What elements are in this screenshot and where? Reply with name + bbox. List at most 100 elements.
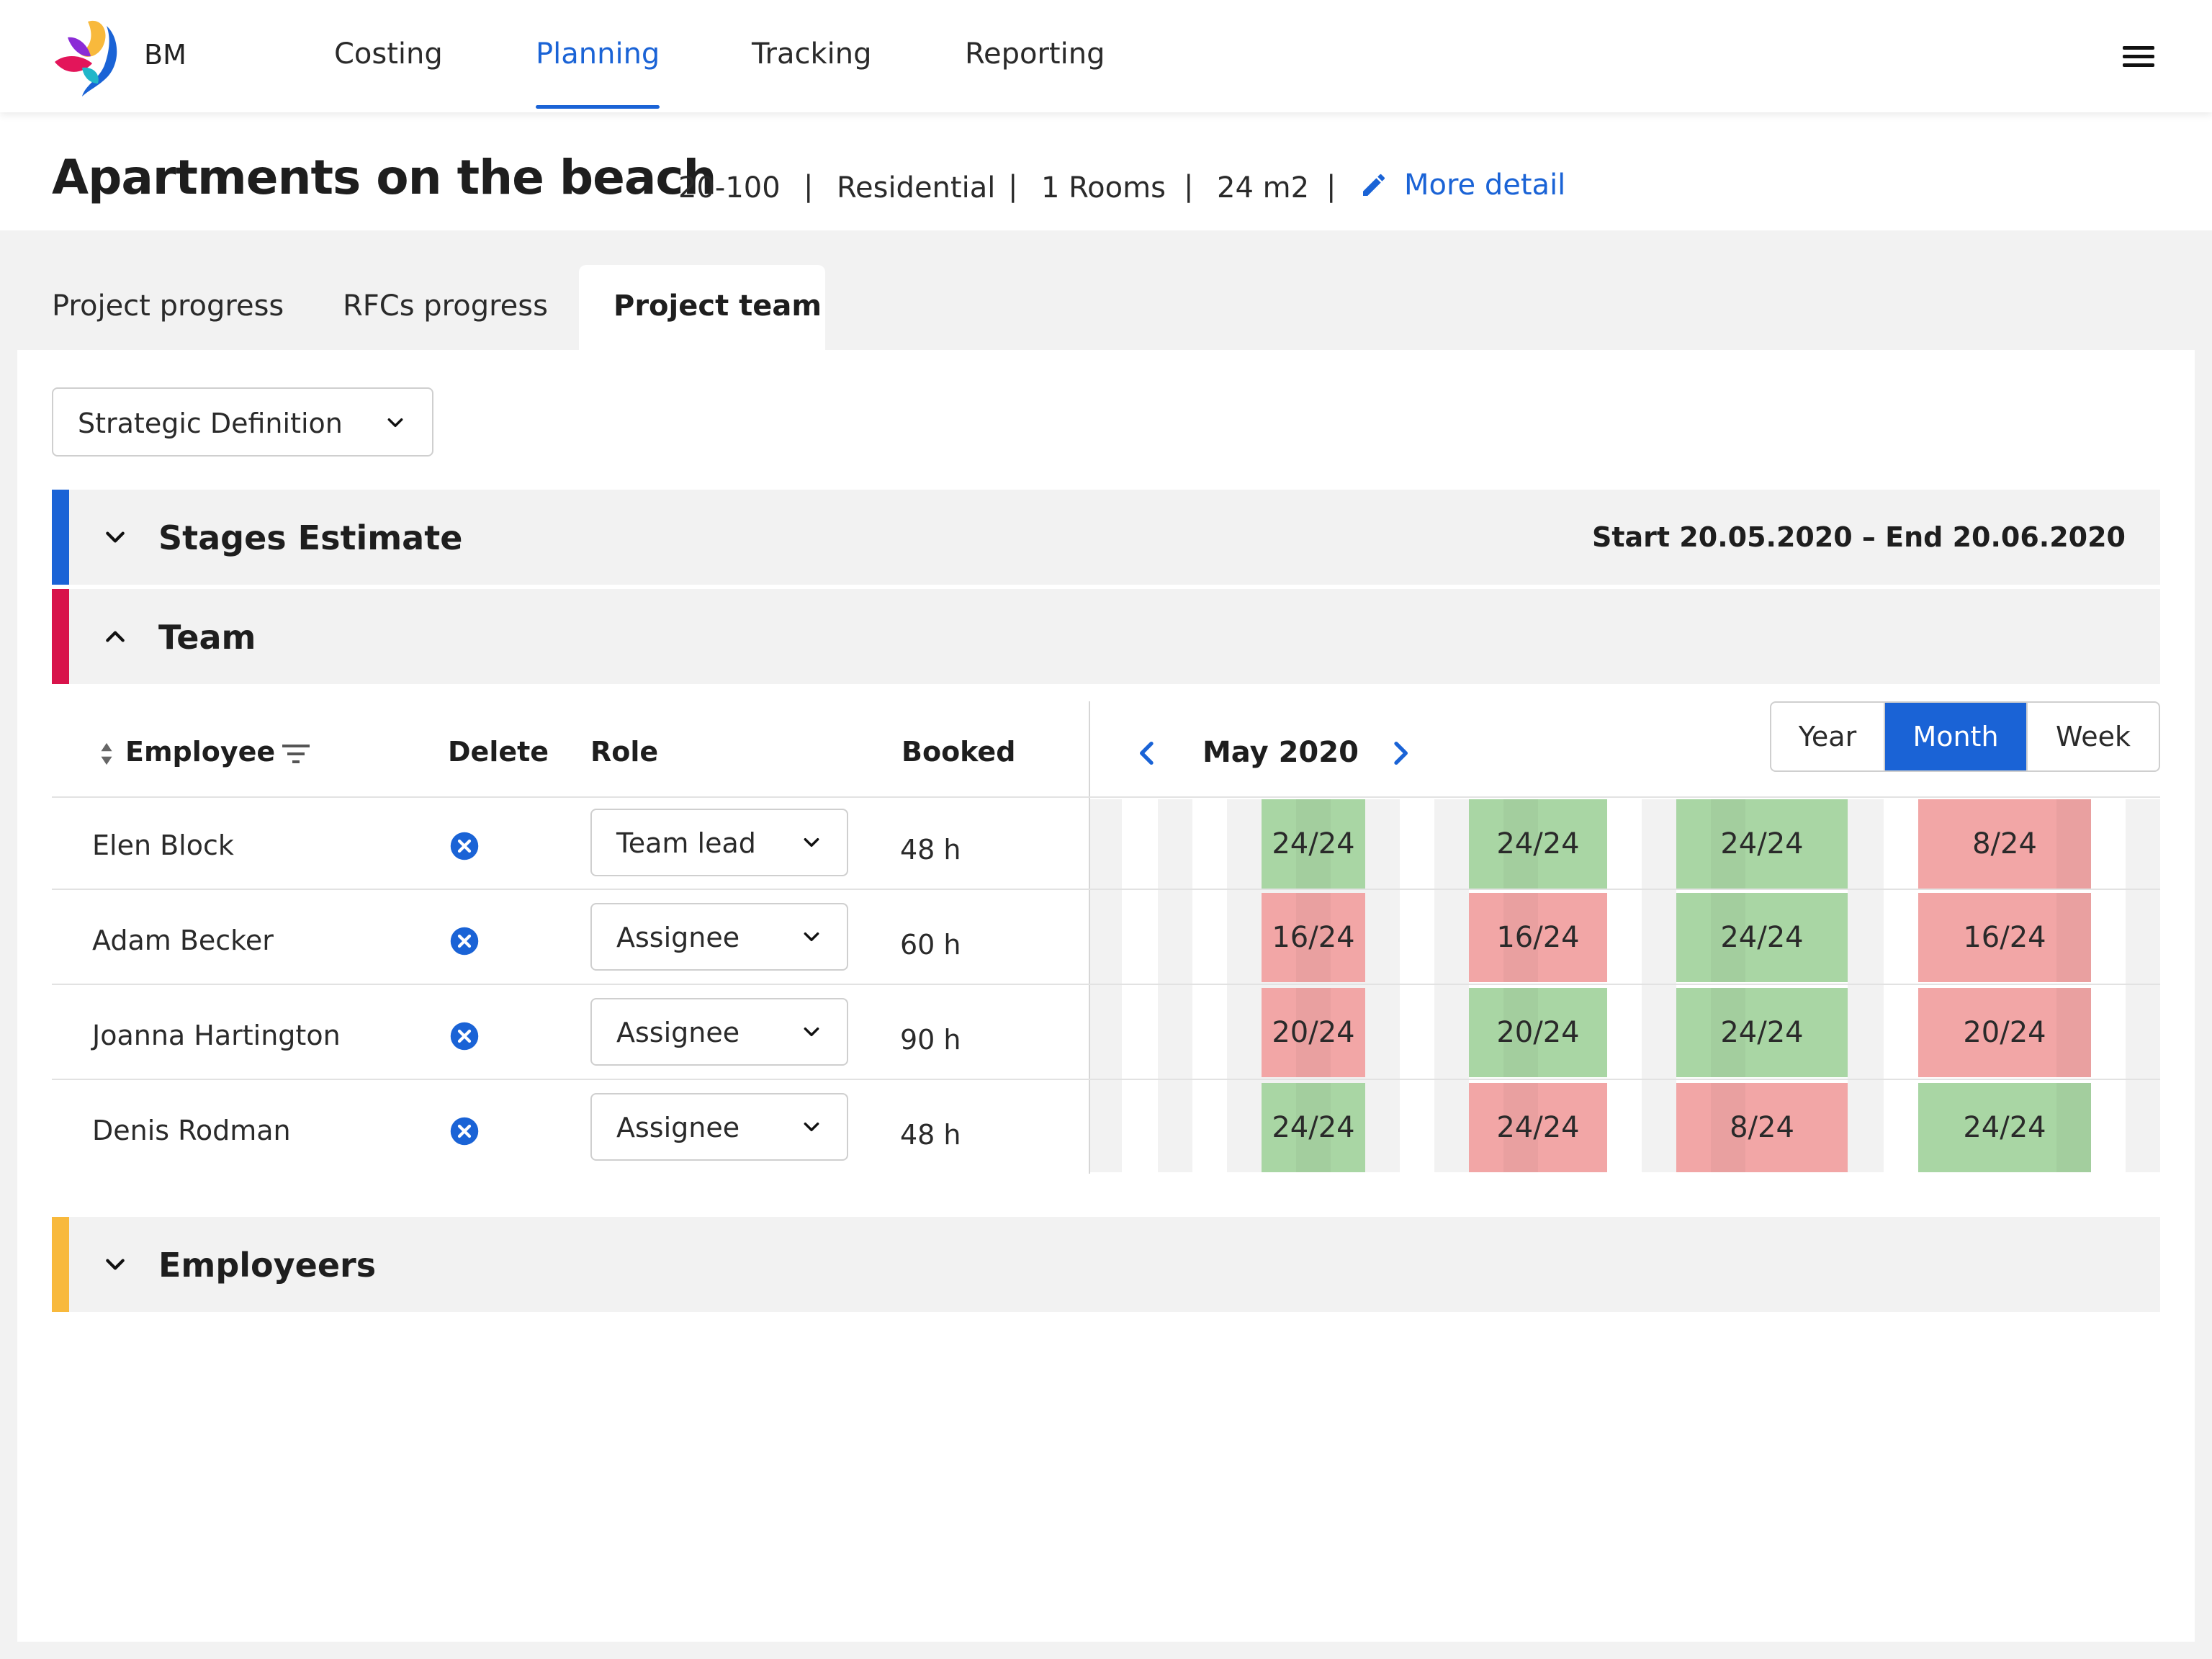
- filter-icon[interactable]: [282, 743, 310, 765]
- allocation-cell[interactable]: 24/24: [1676, 988, 1848, 1077]
- allocation-value: 20/24: [1272, 1016, 1355, 1049]
- allocation-cell[interactable]: 16/24: [1469, 893, 1607, 982]
- allocation-value: 20/24: [1963, 1016, 2046, 1049]
- delete-icon[interactable]: [449, 1021, 480, 1051]
- allocation-cell[interactable]: 8/24: [1918, 799, 2091, 889]
- header-employee[interactable]: Employee: [125, 736, 276, 768]
- chevron-down-icon[interactable]: [104, 1253, 127, 1276]
- calendar-month: May 2020: [1202, 736, 1359, 769]
- view-year-button[interactable]: Year: [1798, 721, 1857, 752]
- row-divider: [52, 796, 2160, 798]
- header-role: Role: [590, 736, 659, 768]
- pencil-icon: [1363, 174, 1385, 196]
- hamburger-menu-icon[interactable]: [2123, 46, 2154, 68]
- nav-active-indicator: [536, 105, 660, 109]
- calendar-day-stripe: [1434, 799, 1469, 1172]
- role-select[interactable]: Assignee: [590, 998, 848, 1066]
- role-select-value: Assignee: [616, 922, 740, 953]
- role-select[interactable]: Assignee: [590, 1093, 848, 1161]
- allocation-cell[interactable]: 24/24: [1918, 1083, 2091, 1172]
- more-detail-link[interactable]: More detail: [1359, 168, 1565, 202]
- employee-name: Adam Becker: [92, 925, 274, 956]
- allocation-cell[interactable]: 24/24: [1262, 1083, 1365, 1172]
- view-month-button[interactable]: Month: [1884, 703, 2026, 770]
- tab-project-progress[interactable]: Project progress: [52, 289, 284, 323]
- allocation-cell[interactable]: 24/24: [1469, 799, 1607, 889]
- allocation-value: 24/24: [1496, 827, 1580, 860]
- employee-name: Elen Block: [92, 830, 234, 861]
- booked-hours: 90 h: [900, 1024, 961, 1056]
- allocation-cell[interactable]: 24/24: [1676, 893, 1848, 982]
- chevron-up-icon[interactable]: [104, 625, 127, 648]
- section-color-stripe: [52, 589, 69, 684]
- allocation-cell[interactable]: 24/24: [1469, 1083, 1607, 1172]
- stage-select-value: Strategic Definition: [78, 408, 343, 439]
- allocation-cell[interactable]: 20/24: [1469, 988, 1607, 1077]
- calendar-day-stripe: [1642, 799, 1676, 1172]
- allocation-cell[interactable]: 20/24: [1262, 988, 1365, 1077]
- allocation-value: 16/24: [1963, 921, 2046, 954]
- role-select-value: Team lead: [616, 827, 756, 859]
- nav-costing[interactable]: Costing: [334, 37, 443, 71]
- brand-name: BM: [144, 39, 186, 71]
- sort-icon[interactable]: [99, 742, 114, 766]
- top-navigation-bar: BM Costing Planning Tracking Reporting: [0, 0, 2212, 112]
- nav-tracking[interactable]: Tracking: [752, 37, 872, 71]
- role-select-value: Assignee: [616, 1017, 740, 1048]
- section-title: Team: [158, 618, 256, 657]
- role-select[interactable]: Assignee: [590, 903, 848, 971]
- allocation-value: 24/24: [1272, 1111, 1355, 1144]
- calendar-day-stripe: [1848, 799, 1884, 1172]
- tab-project-team[interactable]: Project team: [613, 289, 822, 323]
- allocation-cell[interactable]: 20/24: [1918, 988, 2091, 1077]
- chevron-left-icon[interactable]: [1133, 739, 1162, 768]
- project-rooms: 1 Rooms: [1041, 171, 1166, 204]
- booked-hours: 60 h: [900, 929, 961, 961]
- meta-separator: |: [804, 170, 814, 203]
- allocation-cell[interactable]: 8/24: [1676, 1083, 1848, 1172]
- meta-separator: |: [1184, 170, 1194, 203]
- row-divider: [52, 1079, 2160, 1080]
- booked-hours: 48 h: [900, 1119, 961, 1151]
- delete-icon[interactable]: [449, 1116, 480, 1146]
- header-delete: Delete: [448, 736, 549, 768]
- allocation-value: 8/24: [1730, 1111, 1794, 1144]
- allocation-cell[interactable]: 16/24: [1262, 893, 1365, 982]
- section-team[interactable]: Team: [52, 589, 2160, 684]
- delete-icon[interactable]: [449, 831, 480, 861]
- chevron-down-icon[interactable]: [104, 526, 127, 549]
- chevron-right-icon[interactable]: [1385, 739, 1414, 768]
- nav-reporting[interactable]: Reporting: [965, 37, 1105, 71]
- table-divider: [1089, 701, 1090, 1174]
- chevron-down-icon: [804, 1027, 819, 1037]
- section-title: Employeers: [158, 1246, 377, 1285]
- booked-hours: 48 h: [900, 834, 961, 866]
- row-divider: [52, 889, 2160, 890]
- meta-separator: |: [1326, 170, 1336, 203]
- stage-select[interactable]: Strategic Definition: [52, 387, 433, 457]
- nav-planning[interactable]: Planning: [536, 37, 660, 71]
- allocation-value: 8/24: [1972, 827, 2037, 860]
- allocation-value: 16/24: [1496, 921, 1580, 954]
- allocation-cell[interactable]: 24/24: [1262, 799, 1365, 889]
- allocation-value: 20/24: [1496, 1016, 1580, 1049]
- section-title: Stages Estimate: [158, 518, 463, 557]
- view-week-button[interactable]: Week: [2026, 703, 2159, 770]
- app-logo[interactable]: [50, 16, 130, 102]
- section-stages-estimate[interactable]: Stages Estimate Start 20.05.2020 – End 2…: [52, 490, 2160, 585]
- allocation-value: 24/24: [1963, 1111, 2046, 1144]
- role-select[interactable]: Team lead: [590, 809, 848, 876]
- allocation-value: 24/24: [1496, 1111, 1580, 1144]
- stage-dates: Start 20.05.2020 – End 20.06.2020: [1592, 521, 2126, 553]
- allocation-value: 16/24: [1272, 921, 1355, 954]
- chevron-down-icon: [387, 418, 403, 428]
- allocation-cell[interactable]: 16/24: [1918, 893, 2091, 982]
- project-code: 20-100: [678, 171, 781, 204]
- calendar-day-stripe: [2126, 799, 2160, 1172]
- meta-separator: |: [1008, 170, 1018, 203]
- section-employeers[interactable]: Employeers: [52, 1217, 2160, 1312]
- delete-icon[interactable]: [449, 926, 480, 956]
- calendar-day-stripe: [1158, 799, 1192, 1172]
- allocation-cell[interactable]: 24/24: [1676, 799, 1848, 889]
- tab-rfcs-progress[interactable]: RFCs progress: [343, 289, 548, 323]
